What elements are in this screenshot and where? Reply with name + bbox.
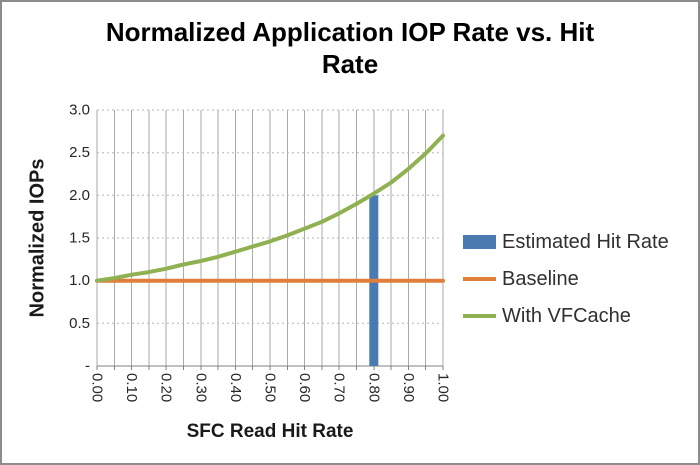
- svg-text:0.5: 0.5: [69, 315, 90, 332]
- svg-text:0.50: 0.50: [262, 373, 279, 402]
- svg-text:0.60: 0.60: [296, 373, 313, 402]
- legend-label-with-vfcache: With VFCache: [502, 304, 631, 327]
- x-tick-labels: 0.00 0.10 0.20 0.30 0.40 0.50 0.60 0.70 0.80 0.90…: [89, 373, 452, 402]
- svg-text:1.5: 1.5: [69, 230, 90, 247]
- svg-text:2.0: 2.0: [69, 187, 90, 204]
- legend-label-estimated-hit-rate: Estimated Hit Rate: [502, 230, 669, 253]
- legend: Estimated Hit Rate Baseline With VFCache: [463, 229, 669, 340]
- svg-text:0.80: 0.80: [365, 373, 382, 402]
- x-axis-title: SFC Read Hit Rate: [186, 421, 354, 442]
- chart-title: Normalized Application IOP Rate vs. Hit …: [2, 17, 698, 80]
- legend-swatch-with-vfcache: [463, 314, 496, 318]
- legend-swatch-estimated-hit-rate: [463, 235, 496, 249]
- svg-text:0.30: 0.30: [192, 373, 209, 402]
- line-series-with-vfcache: [95, 133, 445, 283]
- legend-swatch-baseline: [463, 277, 496, 281]
- svg-text:3.0: 3.0: [69, 102, 90, 119]
- svg-text:1.0: 1.0: [69, 272, 90, 289]
- svg-text:0.10: 0.10: [123, 373, 140, 402]
- svg-text:0.90: 0.90: [400, 373, 417, 402]
- svg-text:0.70: 0.70: [331, 373, 348, 402]
- svg-text:1.00: 1.00: [435, 373, 452, 402]
- svg-text:-: -: [85, 358, 90, 375]
- svg-text:0.20: 0.20: [158, 373, 175, 402]
- legend-item-baseline: Baseline: [463, 266, 669, 292]
- legend-label-baseline: Baseline: [502, 267, 579, 290]
- chart-title-line-2: Rate: [321, 48, 379, 79]
- svg-text:2.5: 2.5: [69, 144, 90, 161]
- svg-text:0.00: 0.00: [89, 373, 106, 402]
- legend-item-with-vfcache: With VFCache: [463, 303, 669, 329]
- legend-item-estimated-hit-rate: Estimated Hit Rate: [463, 229, 669, 255]
- svg-text:0.40: 0.40: [227, 373, 244, 402]
- y-tick-labels: 3.0 2.5 2.0 1.5 1.0 0.5 -: [69, 102, 90, 375]
- chart-title-line-1: Normalized Application IOP Rate vs. Hit: [105, 17, 595, 47]
- x-axis: [96, 365, 444, 370]
